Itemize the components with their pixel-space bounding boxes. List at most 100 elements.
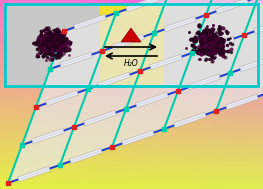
Bar [54,0,55,189]
Bar [0,152,263,153]
Bar [233,0,234,189]
Bar [217,0,218,189]
Bar [0,99,263,100]
Bar [0,59,263,60]
Bar [151,0,153,189]
Bar [0,42,263,43]
Bar [28,0,29,189]
Bar [222,0,224,189]
Bar [0,173,263,174]
Bar [218,0,220,189]
Bar [0,70,263,71]
Bar [135,0,137,189]
Bar [252,0,254,189]
Bar [101,0,103,189]
Bar [113,0,114,189]
Bar [172,0,174,189]
Bar [0,178,263,179]
Bar [107,0,108,189]
Bar [260,0,262,189]
Bar [213,0,214,189]
Polygon shape [122,130,154,146]
Bar [0,75,263,76]
Bar [160,0,162,189]
Polygon shape [216,0,249,14]
Bar [185,0,187,189]
Bar [0,11,263,12]
Bar [0,150,263,151]
Bar [0,98,263,99]
Bar [89,0,91,189]
Bar [0,73,263,74]
Bar [116,0,117,189]
Bar [0,17,263,18]
Bar [0,13,263,14]
Bar [0,101,263,102]
Bar [0,65,263,66]
Bar [42,0,43,189]
Polygon shape [126,53,192,109]
Bar [0,117,263,118]
Bar [37,0,38,189]
Bar [0,159,263,160]
Bar [230,0,231,189]
Bar [0,76,263,77]
Bar [183,0,184,189]
Bar [0,143,263,144]
Polygon shape [230,17,263,73]
Bar [0,153,263,154]
Bar [0,62,263,63]
Text: H₂O: H₂O [124,59,138,67]
Bar [0,167,263,168]
Bar [72,0,74,189]
Bar [3,0,4,189]
Bar [5,4,258,86]
Bar [0,29,263,30]
Bar [180,0,181,189]
Bar [29,0,30,189]
Bar [82,0,83,189]
Polygon shape [98,72,130,88]
Polygon shape [18,166,50,182]
Polygon shape [216,55,263,111]
Bar [34,0,36,189]
Bar [0,147,263,148]
Bar [0,125,263,126]
Bar [62,0,63,189]
Bar [0,81,263,82]
Bar [0,84,263,85]
Bar [0,185,263,186]
Bar [0,168,263,169]
Bar [0,58,263,59]
Bar [0,74,263,75]
Bar [84,0,85,189]
Bar [163,0,164,189]
Bar [0,110,263,111]
Bar [0,4,263,5]
Bar [0,78,263,79]
Bar [212,0,213,189]
Bar [150,0,151,189]
Bar [0,91,263,92]
Bar [249,0,250,189]
Bar [0,129,263,130]
Bar [92,0,93,189]
Bar [0,124,263,125]
Bar [0,102,263,103]
Bar [0,135,263,136]
Bar [60,0,62,189]
Bar [0,144,263,145]
Bar [0,12,263,13]
Bar [162,0,163,189]
Bar [0,181,263,182]
Bar [209,0,210,189]
Bar [201,0,203,189]
Bar [58,0,59,189]
Bar [26,0,28,189]
Bar [196,0,197,189]
Bar [237,0,238,189]
Bar [247,0,249,189]
Polygon shape [112,34,144,50]
Bar [71,0,72,189]
Bar [0,128,263,129]
